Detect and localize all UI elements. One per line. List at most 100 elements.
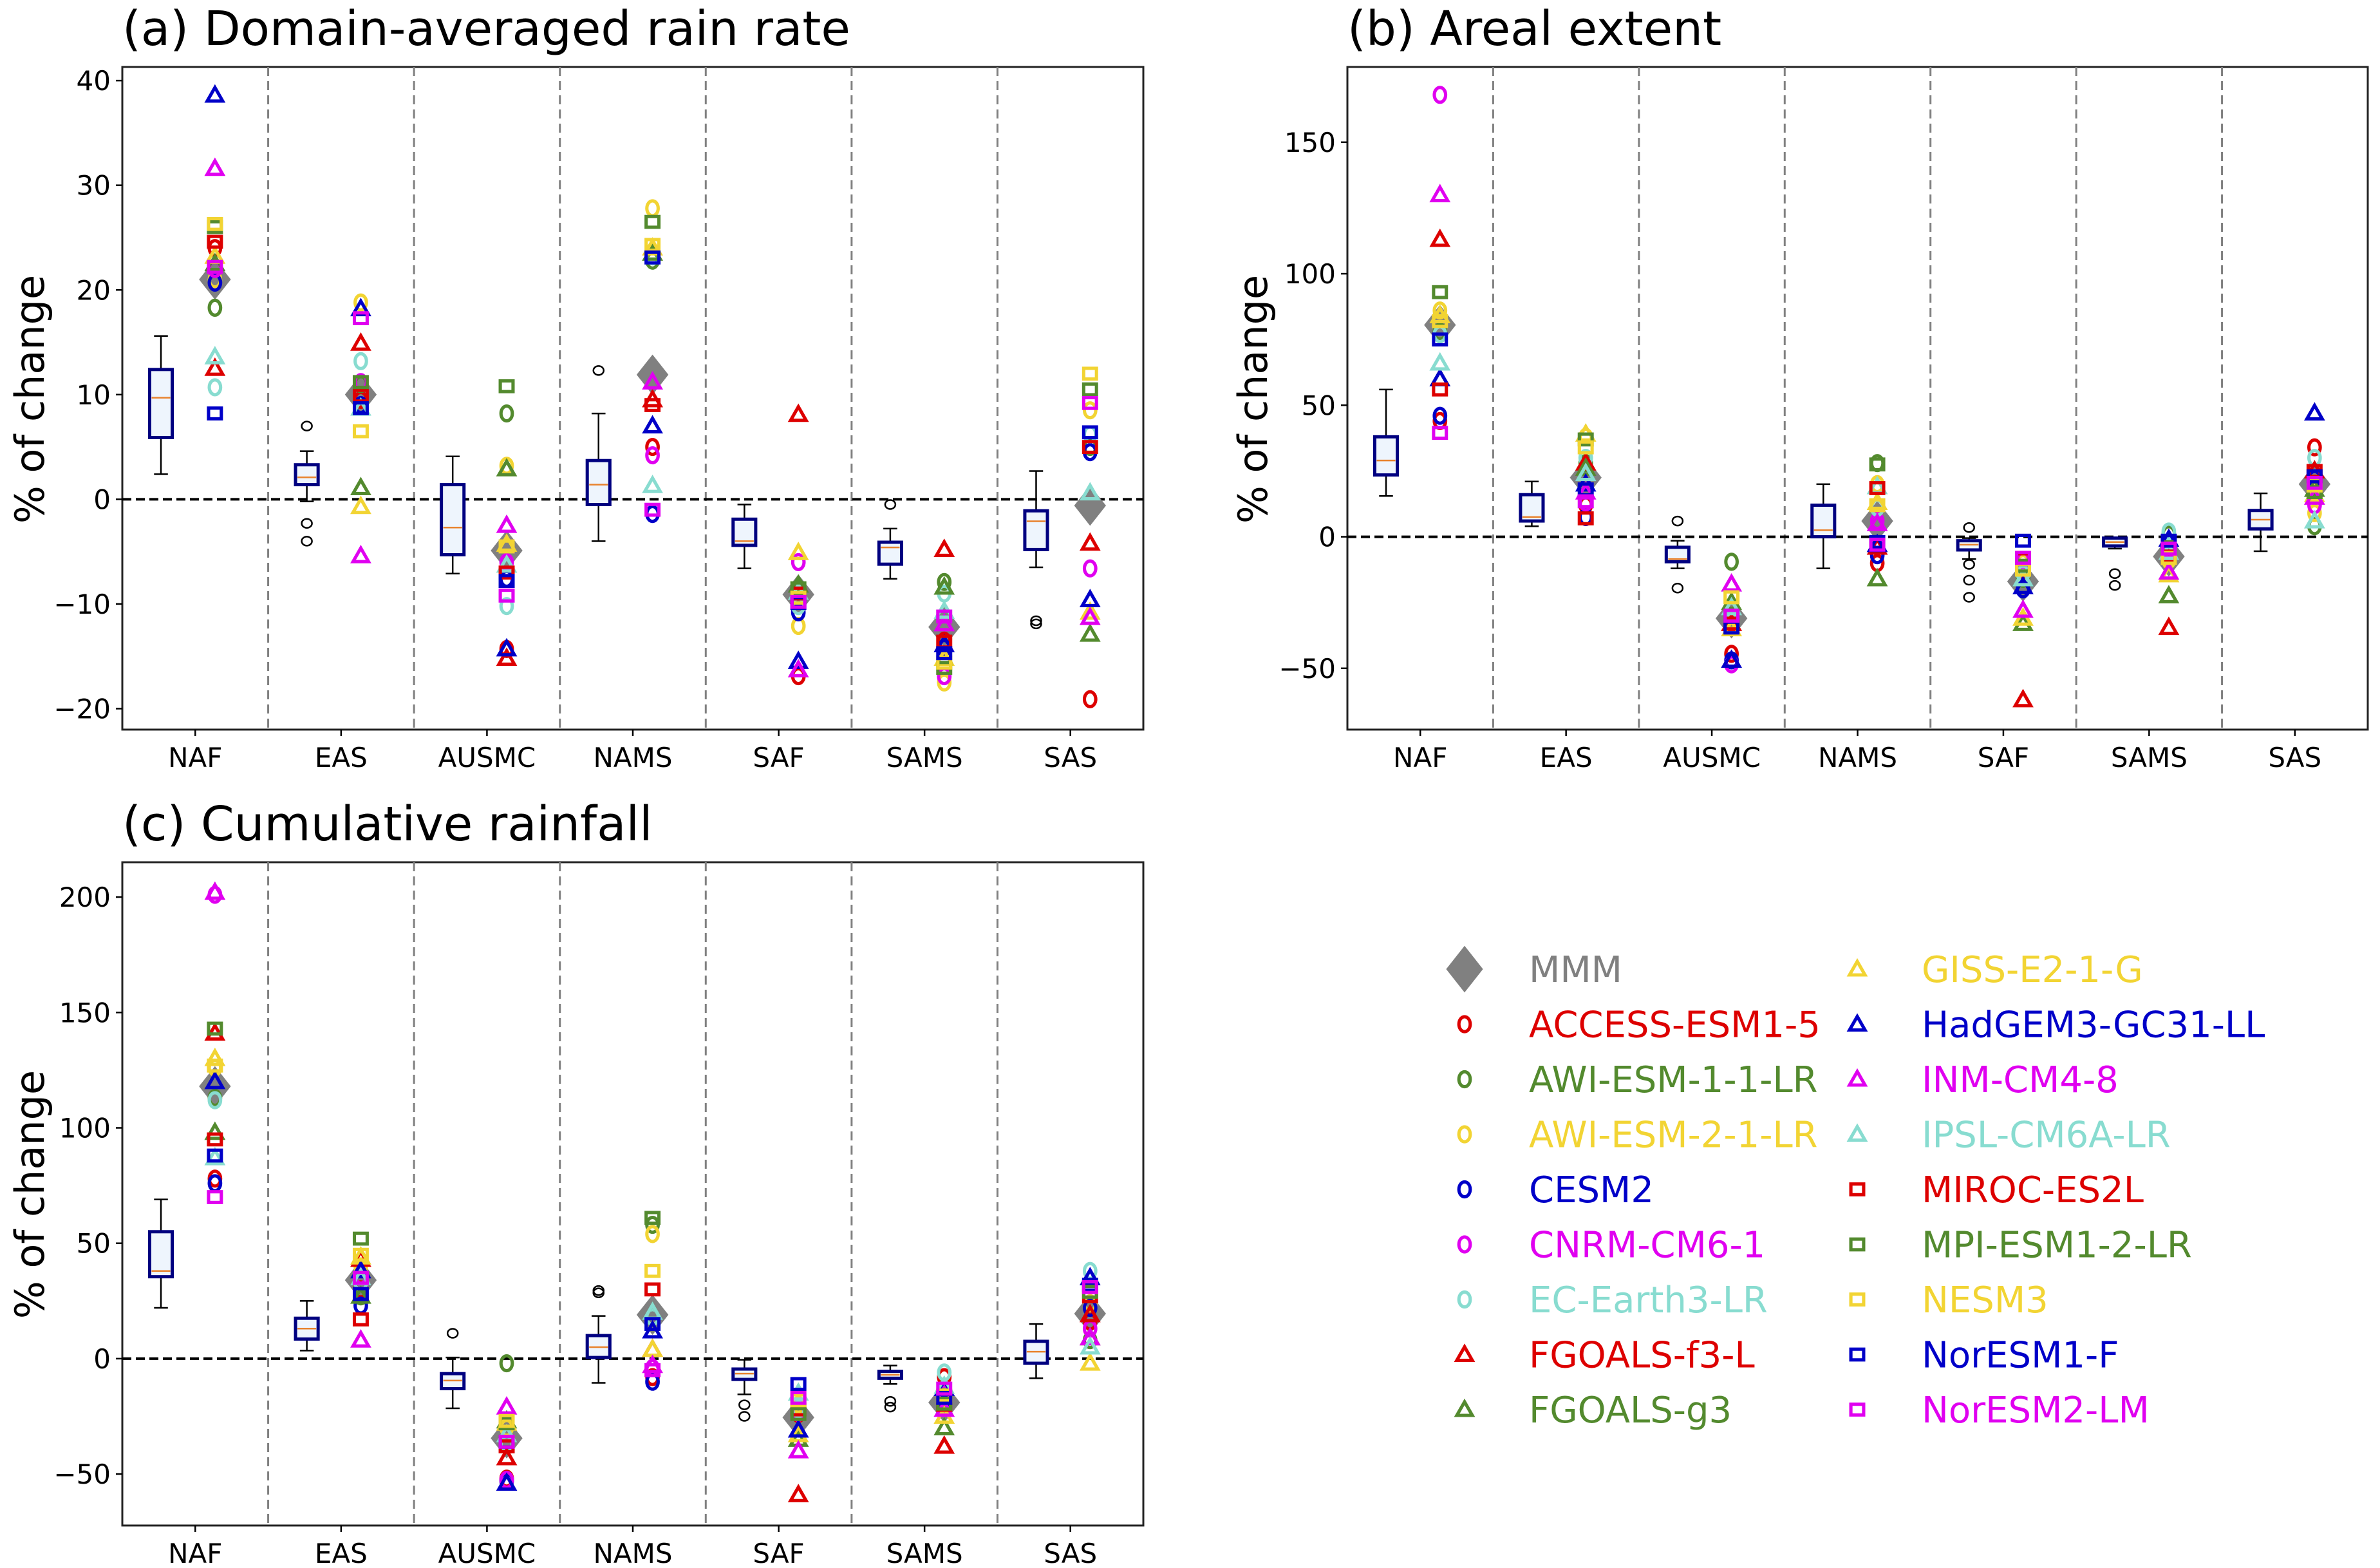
legend-item: HadGEM3-GC31-LL xyxy=(1846,1005,2265,1046)
x-tick-label: SAF xyxy=(753,1538,804,1568)
model-point xyxy=(352,1312,369,1327)
model-point xyxy=(1429,352,1451,371)
model-point xyxy=(1723,590,1740,605)
model-point xyxy=(350,495,371,515)
model-markers xyxy=(636,1211,669,1391)
model-point xyxy=(496,458,518,477)
model-markers xyxy=(199,84,231,420)
model-point xyxy=(496,514,518,533)
model-point xyxy=(790,1377,807,1392)
model-point xyxy=(352,1287,369,1301)
legend-marker-icon xyxy=(1846,1013,1868,1032)
box-plot xyxy=(294,1300,320,1352)
outlier-point xyxy=(446,1328,459,1339)
outlier-point xyxy=(2108,580,2121,591)
axes-frame xyxy=(1346,66,2369,731)
model-point xyxy=(2303,402,2325,421)
model-point xyxy=(1079,1303,1101,1323)
model-point xyxy=(499,1354,514,1373)
legend-marker-icon xyxy=(1457,1180,1472,1199)
legend-marker-icon xyxy=(1446,945,1483,993)
model-point xyxy=(936,609,953,624)
box-plot xyxy=(294,420,320,547)
legend-item: ACCESS-ESM1-5 xyxy=(1457,1005,1821,1046)
outlier-point xyxy=(1963,574,1975,586)
model-point xyxy=(1432,86,1448,104)
model-point xyxy=(1724,645,1739,663)
model-markers xyxy=(1569,423,1602,527)
model-markers xyxy=(928,1363,960,1454)
x-tick-label: EAS xyxy=(315,742,368,773)
model-point xyxy=(204,157,226,176)
model-point xyxy=(1429,184,1451,203)
model-point xyxy=(787,1419,809,1438)
model-point xyxy=(1082,1280,1098,1294)
legend-label: FGOALS-g3 xyxy=(1529,1390,1732,1431)
legend-marker-icon xyxy=(1454,1343,1476,1363)
x-tick-label: SAS xyxy=(2268,742,2321,773)
outlier-point xyxy=(301,420,313,431)
model-point xyxy=(207,1148,223,1163)
model-point xyxy=(1432,382,1448,397)
legend-marker-icon xyxy=(1849,1347,1866,1362)
model-point xyxy=(1721,572,1743,592)
model-point xyxy=(1575,462,1597,482)
panel-b: (b) Areal extent % of change −50 0 50 100 15… xyxy=(1230,1,2369,773)
model-point xyxy=(644,238,661,252)
model-point xyxy=(787,403,809,422)
legend-item: MPI-ESM1-2-LR xyxy=(1849,1225,2192,1267)
legend-marker-icon xyxy=(1849,1403,1866,1417)
model-point xyxy=(1082,440,1098,454)
model-point xyxy=(352,1231,369,1246)
model-point xyxy=(2158,561,2180,580)
box-plot xyxy=(585,365,612,542)
box-plot xyxy=(440,1328,466,1410)
model-point xyxy=(352,424,369,439)
outlier-point xyxy=(301,536,313,547)
x-tick-label: EAS xyxy=(315,1538,368,1568)
model-point xyxy=(2303,509,2325,529)
outlier-point xyxy=(1671,515,1684,527)
model-markers xyxy=(2153,522,2185,636)
x-tick-label: AUSMC xyxy=(1663,742,1761,773)
model-markers xyxy=(1074,1261,1107,1371)
model-point xyxy=(207,378,223,397)
legend: MMM ACCESS-ESM1-5 AWI-ESM-1-1-LR AWI-ESM-2-… xyxy=(1446,945,2265,1431)
legend-marker-icon xyxy=(1849,1237,1866,1252)
model-point xyxy=(1432,301,1448,320)
model-point xyxy=(1577,440,1594,455)
model-point xyxy=(933,1435,955,1454)
model-point xyxy=(1079,1336,1101,1355)
model-point xyxy=(1869,457,1886,472)
y-tick-label: 30 xyxy=(77,170,111,202)
y-tick-label: 0 xyxy=(1318,522,1336,553)
model-point xyxy=(787,659,809,677)
box-plot xyxy=(2247,492,2274,553)
model-point xyxy=(2306,475,2323,490)
outlier-point xyxy=(1963,592,1975,603)
box-iqr xyxy=(1023,509,1049,551)
model-point xyxy=(1432,285,1448,299)
mmm-point xyxy=(1861,500,1893,542)
outlier-point xyxy=(1030,618,1042,630)
model-point xyxy=(933,538,955,557)
x-tick-label: NAF xyxy=(1393,742,1447,773)
model-markers xyxy=(1074,366,1107,708)
model-point xyxy=(352,1270,369,1285)
model-point xyxy=(204,881,226,900)
box-plot xyxy=(1810,483,1837,569)
model-point xyxy=(2015,551,2031,565)
model-point xyxy=(645,446,660,465)
legend-label: MMM xyxy=(1529,949,1622,991)
x-tick-label: NAF xyxy=(168,1538,222,1568)
model-markers xyxy=(1715,553,1748,674)
outlier-point xyxy=(738,1399,751,1410)
x-tick-label: SAS xyxy=(1044,742,1097,773)
model-point xyxy=(1577,432,1594,447)
y-axis-label: % of change xyxy=(6,275,53,524)
model-point xyxy=(2307,438,2322,457)
model-point xyxy=(644,502,661,517)
x-tick-label: SAMS xyxy=(2111,742,2188,773)
legend-marker-icon xyxy=(1457,1070,1472,1089)
